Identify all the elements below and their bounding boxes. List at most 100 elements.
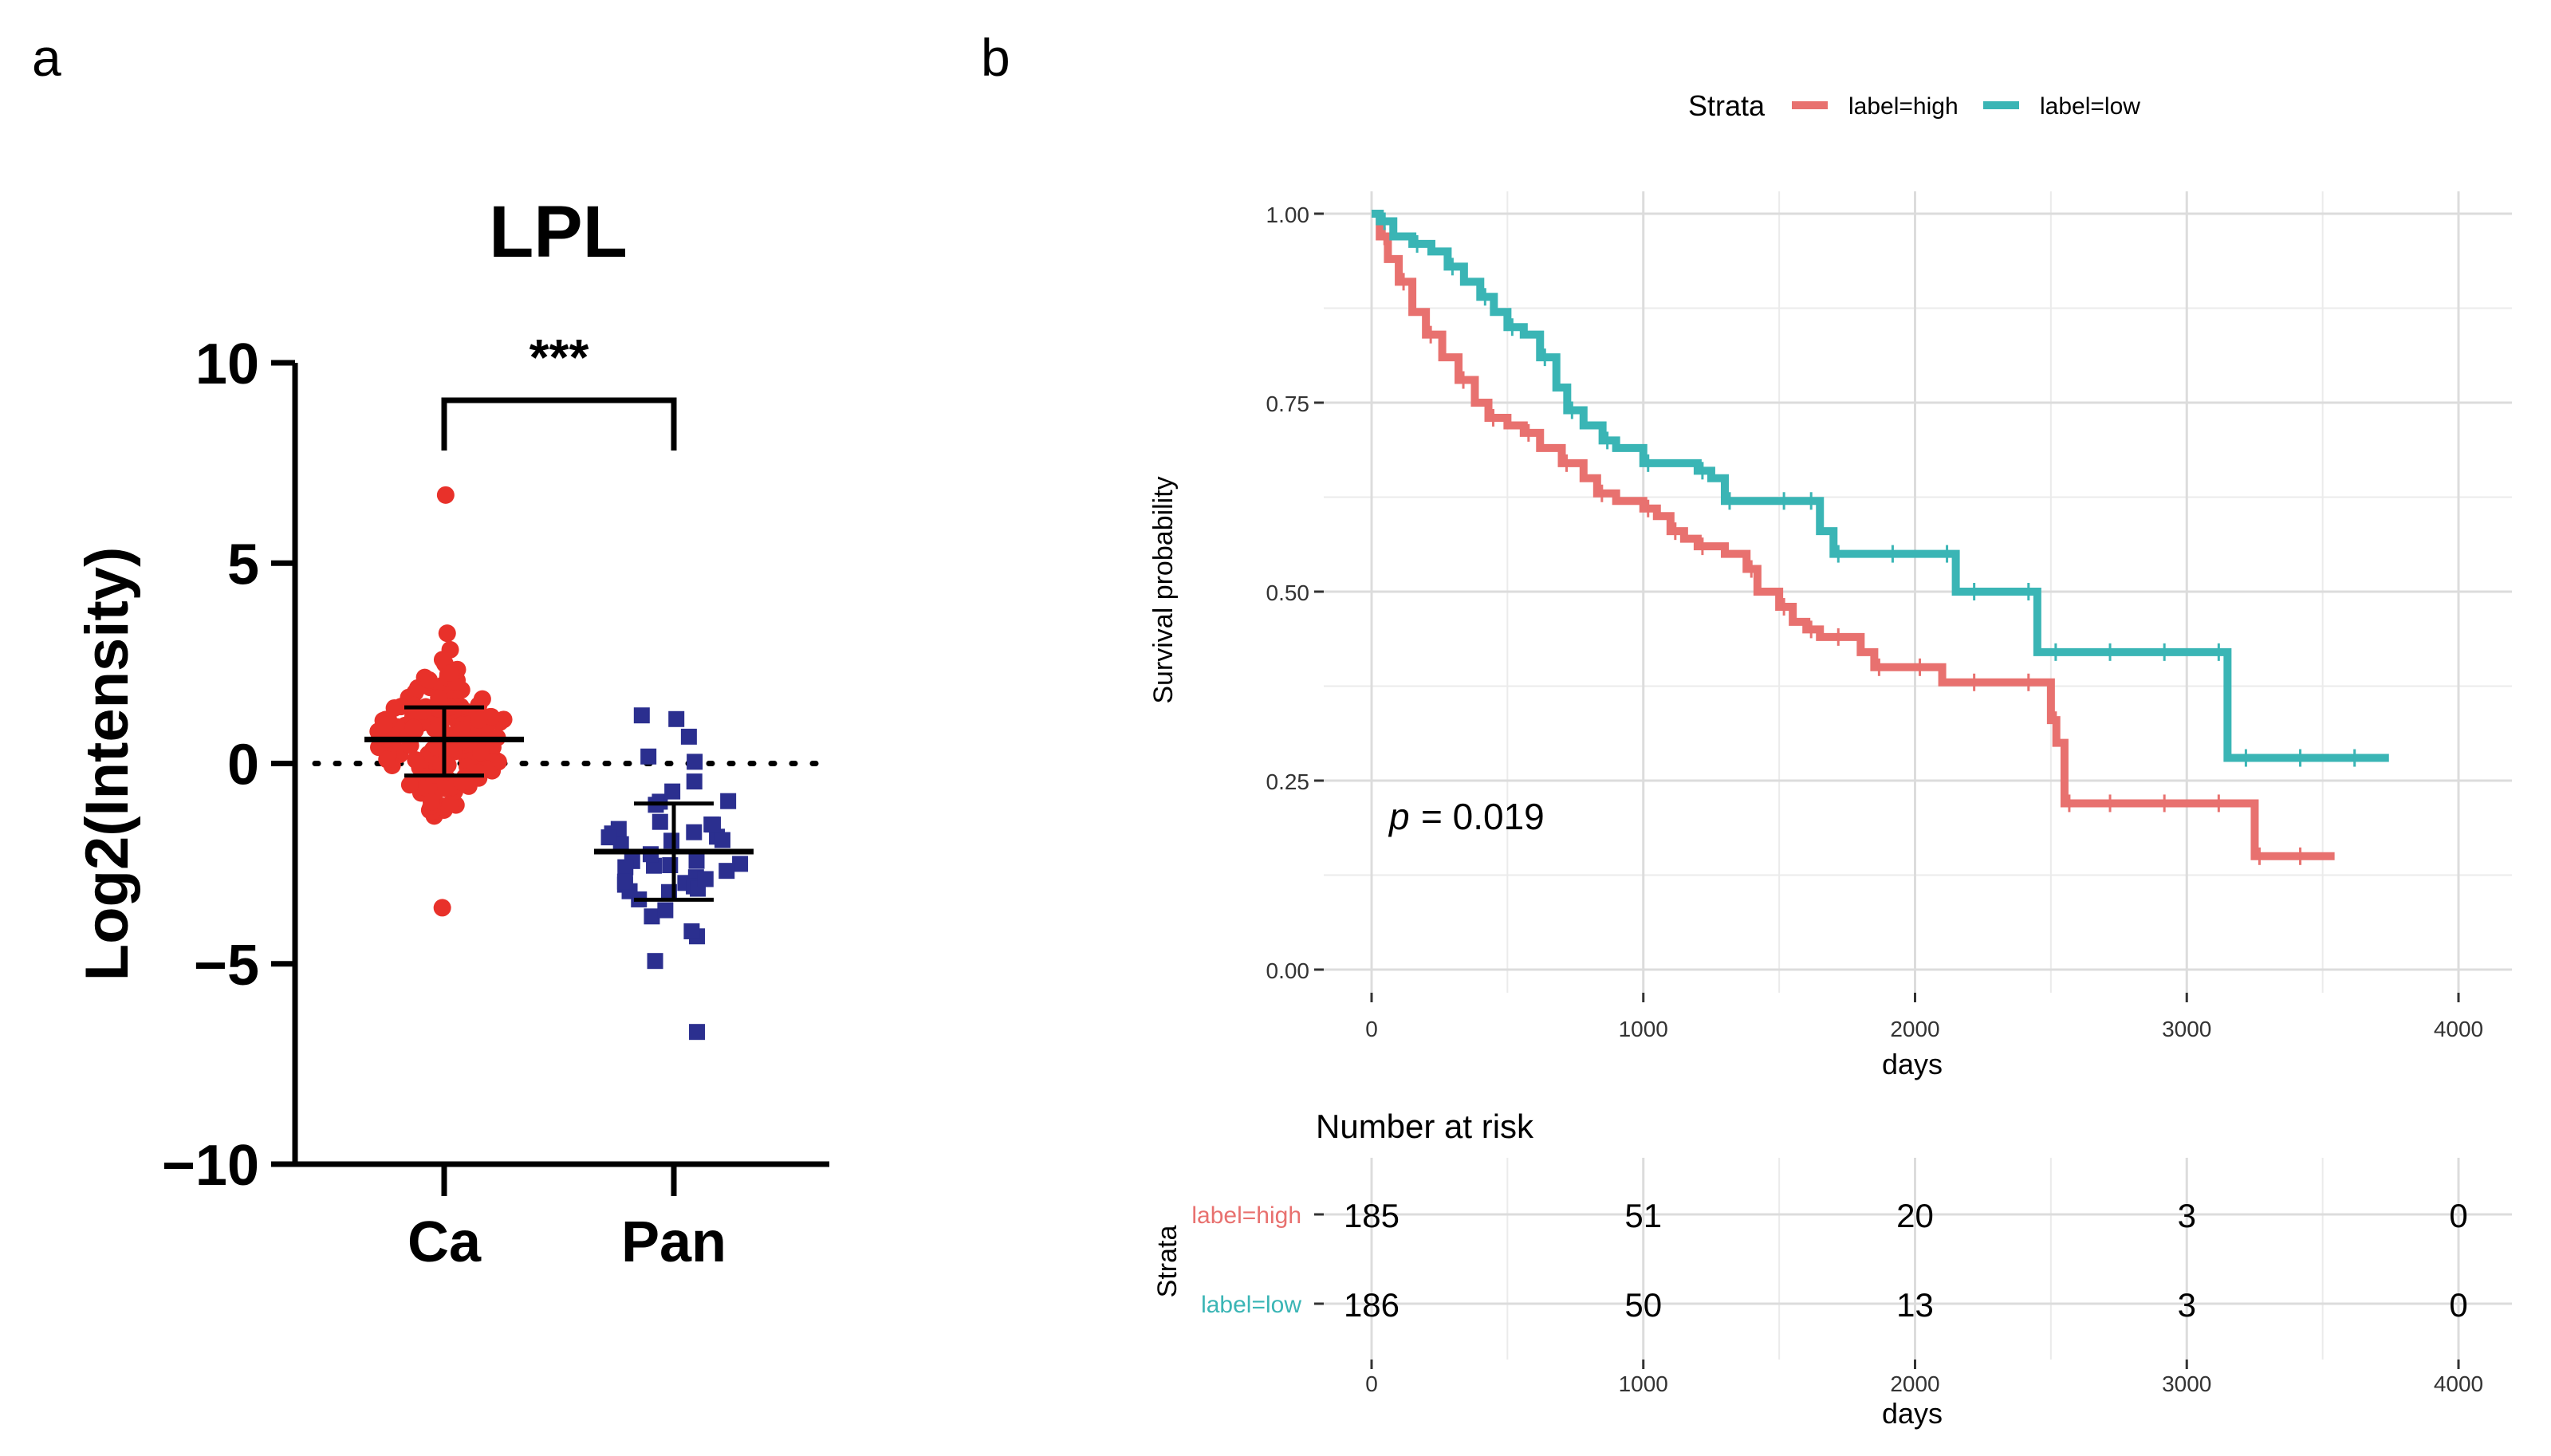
panel-b: b Strata label=high label=low 1.00 0.75 0.… xyxy=(981,28,2512,1430)
risk-count: 20 xyxy=(1896,1197,1934,1234)
x-tick-label: Pan xyxy=(621,1210,726,1274)
y-tick-label: 0.00 xyxy=(1266,958,1310,983)
pan-point xyxy=(704,817,721,833)
ca-point xyxy=(420,671,439,689)
risk-row-label-high: label=high xyxy=(1191,1202,1301,1229)
chart-a-significance: *** xyxy=(441,329,677,451)
pan-point xyxy=(688,852,705,869)
risk-x-tick-label: 4000 xyxy=(2434,1371,2483,1396)
panel-b-label: b xyxy=(981,28,1010,87)
ca-point xyxy=(430,689,448,707)
panel-a-label: a xyxy=(32,28,61,87)
pan-point xyxy=(647,953,663,970)
pan-point xyxy=(697,871,714,887)
pan-point xyxy=(732,856,749,872)
ca-point xyxy=(442,663,460,682)
pan-point xyxy=(644,908,660,925)
pan-point xyxy=(714,832,730,848)
pan-point xyxy=(663,832,680,849)
ca-point xyxy=(472,743,490,761)
risk-count: 186 xyxy=(1344,1286,1400,1324)
ca-point xyxy=(433,651,451,669)
ca-point xyxy=(438,624,456,643)
risk-table-title: Number at risk xyxy=(1316,1108,1534,1145)
y-tick-label: 0 xyxy=(227,734,259,797)
x-tick-label: 4000 xyxy=(2434,1017,2483,1041)
risk-x-tick-label: 3000 xyxy=(2162,1371,2211,1396)
chart-b-survival-curves xyxy=(1372,210,2389,865)
pan-point xyxy=(680,728,697,745)
ca-point xyxy=(400,776,419,794)
pan-point xyxy=(718,863,735,880)
ca-point xyxy=(433,899,451,917)
pan-point xyxy=(683,923,700,939)
ca-point xyxy=(436,486,455,504)
pan-point xyxy=(640,748,657,765)
p-value-annotation: p = 0.019 xyxy=(1388,796,1545,837)
risk-count: 0 xyxy=(2449,1286,2467,1324)
risk-table-strata-label: Strata xyxy=(1152,1226,1183,1298)
x-tick-label: Ca xyxy=(407,1210,482,1274)
pan-point xyxy=(633,707,650,724)
significance-stars: *** xyxy=(529,329,589,386)
chart-a-ylabel: Log2(Intensity) xyxy=(73,547,141,982)
ca-point xyxy=(422,793,440,811)
ca-point xyxy=(376,715,394,734)
x-tick-label: 1000 xyxy=(1619,1017,1668,1041)
y-tick-label: 5 xyxy=(227,533,259,596)
legend-label-high: label=high xyxy=(1848,93,1959,120)
survival-curve-high xyxy=(1372,210,2335,860)
pan-point xyxy=(617,859,634,876)
risk-table-values: 185 51 20 3 0 186 50 13 3 0 xyxy=(1344,1197,2468,1324)
y-tick-label: −5 xyxy=(194,934,259,998)
ca-point xyxy=(407,751,425,769)
chart-a-points xyxy=(369,486,749,1041)
pan-point xyxy=(686,773,703,790)
pan-point xyxy=(668,710,685,727)
ca-point xyxy=(385,698,404,717)
risk-count: 185 xyxy=(1344,1197,1400,1234)
chart-a-title: LPL xyxy=(489,191,628,273)
risk-count: 3 xyxy=(2178,1197,2196,1234)
x-tick-label: 2000 xyxy=(1890,1017,1939,1041)
ca-point xyxy=(445,742,463,761)
risk-table-xlabel: days xyxy=(1882,1397,1943,1430)
significance-bracket xyxy=(441,397,677,451)
ca-point xyxy=(378,750,396,769)
risk-table-grid xyxy=(1314,1158,2512,1360)
ca-point xyxy=(439,756,457,774)
p-value-symbol: p xyxy=(1388,796,1410,837)
y-tick-label: 1.00 xyxy=(1266,203,1310,227)
risk-row-label-low: label=low xyxy=(1201,1292,1301,1318)
risk-table: Number at risk Strata label=high label=l… xyxy=(1152,1108,2512,1430)
legend: Strata label=high label=low xyxy=(1688,89,2140,122)
chart-b-grid xyxy=(1324,191,2512,993)
pan-point xyxy=(652,813,668,830)
risk-x-tick-label: 0 xyxy=(1365,1371,1378,1396)
survival-curve-low xyxy=(1372,210,2389,762)
pan-point xyxy=(657,902,674,919)
p-value-text: = 0.019 xyxy=(1421,796,1545,837)
pan-point xyxy=(687,754,703,770)
y-tick-label: −10 xyxy=(162,1134,259,1198)
y-tick-label: 0.75 xyxy=(1266,392,1310,416)
ca-point xyxy=(469,763,487,781)
pan-point xyxy=(720,793,737,809)
legend-title: Strata xyxy=(1688,89,1766,122)
legend-label-low: label=low xyxy=(2040,93,2140,120)
risk-count: 50 xyxy=(1624,1286,1662,1324)
y-tick-label: 0.25 xyxy=(1266,769,1310,794)
ca-point xyxy=(404,718,423,737)
pan-point xyxy=(686,824,703,840)
x-tick-label: 3000 xyxy=(2162,1017,2211,1041)
chart-b-axes: 1.00 0.75 0.50 0.25 0.00 0 1000 2000 3000 4000 xyxy=(1266,203,2484,1041)
x-tick-label: 0 xyxy=(1365,1017,1378,1041)
risk-count: 3 xyxy=(2178,1286,2196,1324)
ca-point xyxy=(437,779,455,797)
panel-a: a LPL Log2(Intensity) 10 5 0 −5 −10 Ca Pan *** xyxy=(32,28,829,1274)
ca-point xyxy=(406,683,424,702)
pan-point xyxy=(664,783,681,800)
chart-a-error-bars xyxy=(364,705,754,902)
pan-point xyxy=(616,873,633,890)
